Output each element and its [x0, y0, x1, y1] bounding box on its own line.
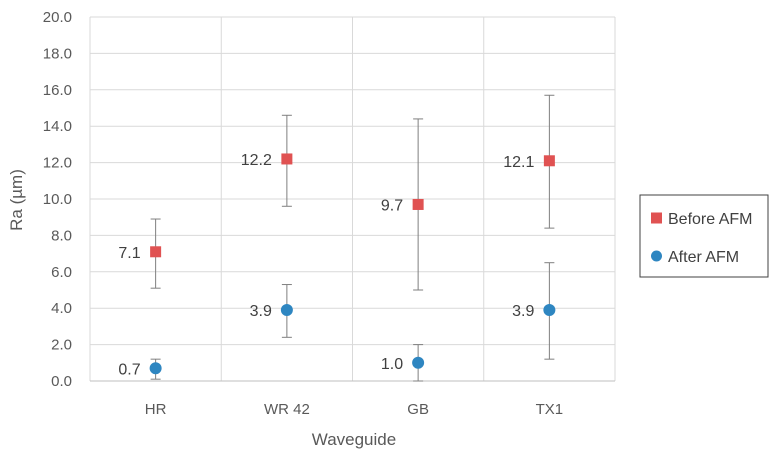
- y-tick-label: 2.0: [51, 337, 72, 354]
- data-label: 3.9: [512, 303, 534, 320]
- legend-marker-circle: [651, 250, 662, 262]
- data-label: 12.2: [241, 152, 272, 169]
- y-tick-label: 16.0: [43, 82, 72, 99]
- axes: 0.0 2.0 4.0 6.0 8.0 10.0 12.0 14.0 16.0 18.0 20.0 H…: [43, 9, 615, 418]
- data-label: 0.7: [118, 361, 140, 378]
- data-point-circle: [412, 356, 425, 369]
- data-label: 3.9: [250, 303, 272, 320]
- legend: Before AFM After AFM: [639, 194, 769, 278]
- x-tick-label: WR 42: [264, 401, 310, 418]
- legend-box: [639, 194, 769, 278]
- data-label: 7.1: [118, 245, 140, 262]
- data-point-square: [412, 198, 424, 210]
- data-point-square: [281, 153, 293, 165]
- y-tick-label: 0.0: [51, 373, 72, 390]
- markers: [149, 153, 556, 375]
- y-tick-label: 4.0: [51, 300, 72, 317]
- y-tick-label: 10.0: [43, 191, 72, 208]
- x-tick-label: HR: [145, 401, 167, 418]
- legend-label: After AFM: [668, 249, 739, 266]
- data-point-circle: [280, 304, 293, 317]
- x-tick-label: TX1: [536, 401, 564, 418]
- x-axis-title: Waveguide: [312, 430, 396, 449]
- y-tick-label: 18.0: [43, 45, 72, 62]
- y-tick-label: 12.0: [43, 155, 72, 172]
- data-label: 9.7: [381, 197, 403, 214]
- y-axis-title: Ra (µm): [7, 169, 26, 231]
- y-tick-label: 6.0: [51, 264, 72, 281]
- data-point-square: [150, 246, 162, 258]
- data-label: 12.1: [503, 154, 534, 171]
- y-tick-label: 14.0: [43, 118, 72, 135]
- y-tick-label: 20.0: [43, 9, 72, 26]
- x-tick-label: GB: [407, 401, 429, 418]
- data-point-circle: [149, 362, 162, 375]
- data-labels: 7.1 12.2 9.7 12.1 0.7 3.9 1.0 3.9: [118, 152, 534, 378]
- grid: [89, 16, 616, 381]
- legend-label: Before AFM: [668, 211, 752, 228]
- legend-marker-square: [651, 212, 662, 224]
- data-label: 1.0: [381, 356, 403, 373]
- y-tick-label: 8.0: [51, 227, 72, 244]
- data-point-circle: [543, 304, 556, 317]
- data-point-square: [543, 155, 555, 167]
